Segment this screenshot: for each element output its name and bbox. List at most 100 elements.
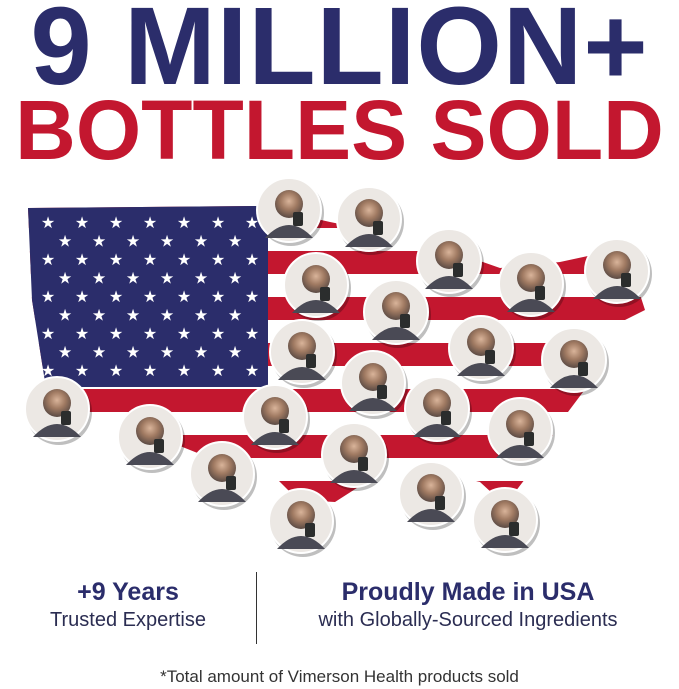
star-icon: ★ [41, 289, 55, 306]
star-icon: ★ [194, 234, 208, 251]
star-icon: ★ [160, 345, 174, 362]
bottle-icon [358, 457, 368, 471]
star-icon: ★ [211, 289, 225, 306]
bottle-icon [293, 212, 303, 226]
bottle-icon [377, 385, 387, 399]
stat-title: Proudly Made in USA [341, 578, 595, 606]
bottle-icon [154, 439, 164, 453]
star-icon: ★ [211, 215, 225, 232]
star-icon: ★ [58, 345, 72, 362]
star-icon: ★ [143, 252, 157, 269]
star-icon: ★ [41, 252, 55, 269]
customer-photo [448, 315, 516, 384]
stat-subtitle: with Globally-Sourced Ingredients [318, 609, 618, 631]
star-icon: ★ [177, 215, 191, 232]
customer-photo [269, 319, 337, 388]
customer-photo [256, 177, 324, 246]
star-icon: ★ [126, 308, 140, 325]
star-icon: ★ [41, 326, 55, 343]
star-icon: ★ [228, 345, 242, 362]
star-icon: ★ [245, 289, 259, 306]
bottle-icon [535, 286, 545, 300]
star-icon: ★ [160, 308, 174, 325]
headline-line-1: 9 MILLION+ [30, 0, 649, 108]
bottle-icon [320, 287, 330, 301]
customer-photo [117, 404, 185, 473]
bottle-icon [400, 314, 410, 328]
star-icon: ★ [228, 234, 242, 251]
star-icon: ★ [177, 363, 191, 380]
stat-subtitle: Trusted Expertise [50, 609, 206, 631]
bottle-icon [578, 362, 588, 376]
customer-photo [363, 279, 431, 348]
star-icon: ★ [58, 234, 72, 251]
star-icon: ★ [245, 363, 259, 380]
customer-photos [24, 177, 652, 557]
star-icon: ★ [109, 326, 123, 343]
bottle-icon [435, 496, 445, 510]
customer-photo [541, 327, 609, 396]
star-icon: ★ [177, 252, 191, 269]
divider [256, 572, 257, 644]
customer-photo [242, 384, 310, 453]
bottle-icon [509, 522, 519, 536]
stat-title: +9 Years [77, 578, 179, 606]
star-icon: ★ [245, 252, 259, 269]
star-icon: ★ [143, 215, 157, 232]
customer-photo [404, 376, 472, 445]
bottle-icon [485, 350, 495, 364]
stat-made-in-usa: Proudly Made in USA with Globally-Source… [257, 578, 679, 632]
footnote: *Total amount of Vimerson Health product… [160, 667, 519, 686]
star-icon: ★ [126, 345, 140, 362]
star-icon: ★ [58, 271, 72, 288]
customer-photo [283, 252, 351, 321]
star-icon: ★ [41, 363, 55, 380]
bottle-icon [621, 273, 631, 287]
star-icon: ★ [245, 215, 259, 232]
star-icon: ★ [75, 289, 89, 306]
customer-photo [487, 397, 555, 466]
star-icon: ★ [194, 308, 208, 325]
star-icon: ★ [194, 345, 208, 362]
star-icon: ★ [109, 215, 123, 232]
star-icon: ★ [92, 345, 106, 362]
bottle-icon [61, 411, 71, 425]
star-icon: ★ [41, 215, 55, 232]
customer-photo [472, 487, 540, 556]
flag-canton [28, 206, 268, 387]
star-icon: ★ [177, 289, 191, 306]
customer-photo [398, 461, 466, 530]
star-icon: ★ [109, 289, 123, 306]
star-icon: ★ [92, 308, 106, 325]
star-icon: ★ [177, 326, 191, 343]
bottle-icon [373, 221, 383, 235]
star-icon: ★ [58, 308, 72, 325]
star-icon: ★ [126, 271, 140, 288]
star-icon: ★ [75, 326, 89, 343]
customer-photo [498, 251, 566, 320]
us-flag-map-icon: ★ ★ ★ ★ ★ ★ ★★ ★ ★ ★ ★ ★★ ★ ★ ★ ★ ★ ★★ ★ ★ ★ ★ ★★ ★ ★ ★ ★ ★ ★★ ★ ★ ★ ★ ★★… [24, 177, 652, 557]
customer-photo [189, 441, 257, 510]
star-icon: ★ [245, 326, 259, 343]
star-icon: ★ [160, 271, 174, 288]
bottle-icon [305, 523, 315, 537]
customer-photo [340, 350, 408, 419]
star-icon: ★ [194, 271, 208, 288]
star-icon: ★ [228, 308, 242, 325]
star-icon: ★ [211, 252, 225, 269]
star-icon: ★ [109, 363, 123, 380]
bottle-icon [524, 432, 534, 446]
bottle-icon [279, 419, 289, 433]
customer-photo [336, 186, 404, 255]
star-icon: ★ [92, 234, 106, 251]
headline-line-2: BOTTLES SOLD [15, 83, 664, 177]
customer-photo [416, 228, 484, 297]
customer-photo [24, 376, 92, 445]
star-icon: ★ [75, 363, 89, 380]
flag-stripe [28, 389, 645, 412]
bottle-icon [306, 354, 316, 368]
star-icon: ★ [75, 215, 89, 232]
bottle-icon [226, 476, 236, 490]
star-icon: ★ [160, 234, 174, 251]
stat-years: +9 Years Trusted Expertise [0, 578, 256, 632]
